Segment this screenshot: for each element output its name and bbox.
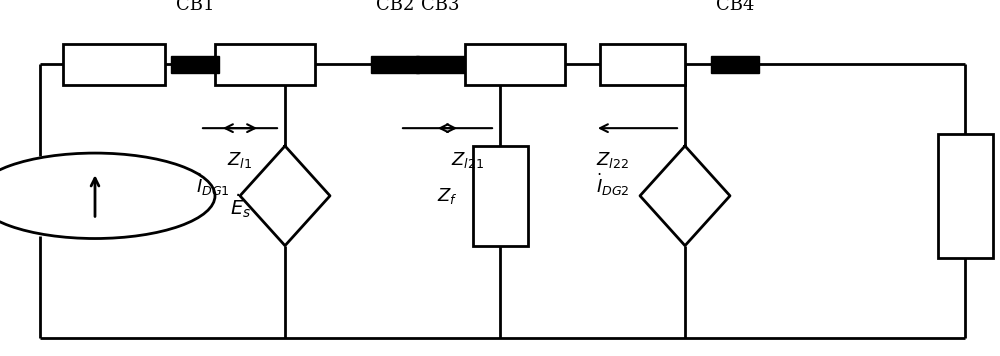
- Bar: [600, 44, 685, 85]
- Text: $Z_f$: $Z_f$: [437, 186, 457, 206]
- Bar: [938, 134, 992, 258]
- Text: $Z_{l21}$: $Z_{l21}$: [451, 150, 484, 169]
- Text: $\dot{I}_{DG1}$: $\dot{I}_{DG1}$: [196, 172, 230, 198]
- Text: CB3: CB3: [421, 0, 459, 14]
- Bar: [171, 56, 219, 73]
- Bar: [473, 146, 528, 246]
- Text: $Z_{l1}$: $Z_{l1}$: [227, 150, 253, 169]
- Bar: [63, 44, 165, 85]
- Text: $\dot{E}_s$: $\dot{E}_s$: [230, 193, 251, 220]
- Bar: [416, 56, 464, 73]
- Bar: [465, 44, 565, 85]
- Text: CB2: CB2: [376, 0, 414, 14]
- Polygon shape: [640, 146, 730, 246]
- Bar: [371, 56, 419, 73]
- Text: $\dot{I}_{DG2}$: $\dot{I}_{DG2}$: [596, 172, 630, 198]
- Bar: [711, 56, 759, 73]
- Bar: [215, 44, 315, 85]
- Text: CB4: CB4: [716, 0, 754, 14]
- Text: CB1: CB1: [176, 0, 214, 14]
- Polygon shape: [240, 146, 330, 246]
- Circle shape: [0, 153, 215, 239]
- Text: $Z_{l22}$: $Z_{l22}$: [596, 150, 629, 169]
